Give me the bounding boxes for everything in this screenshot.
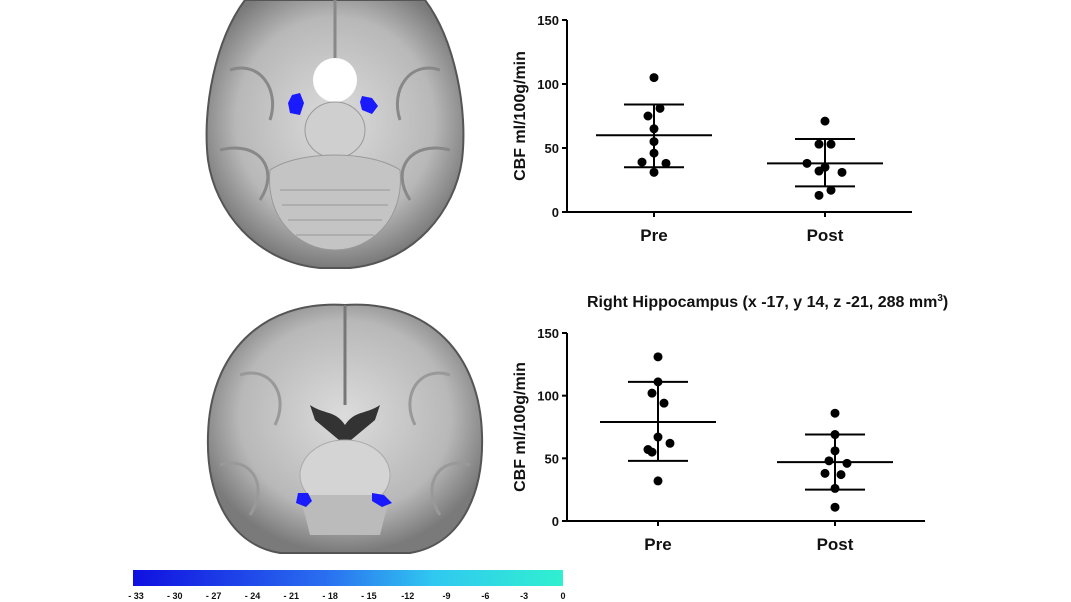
data-point <box>649 148 659 158</box>
data-point <box>653 352 663 362</box>
data-point <box>830 502 840 512</box>
colorbar-tick-label: -6 <box>481 591 490 601</box>
colorbar-tick-label: -9 <box>442 591 451 601</box>
axial-brain-slice <box>205 0 465 269</box>
data-point <box>814 166 824 176</box>
y-tick-label: 0 <box>552 205 559 220</box>
coronal-brain-slice <box>206 303 484 554</box>
data-point <box>830 430 840 440</box>
x-tick-label: Post <box>817 535 854 554</box>
data-point <box>830 408 840 418</box>
data-point <box>647 447 657 457</box>
x-tick-label: Pre <box>644 535 671 554</box>
data-point <box>653 377 663 387</box>
data-point <box>814 139 824 149</box>
y-axis-label: CBF ml/100g/min <box>512 362 529 492</box>
colorbar-tick-label: -12 <box>401 591 415 601</box>
colorbar-tick-label: - 15 <box>361 591 377 601</box>
colorbar-tick-label: -3 <box>520 591 529 601</box>
cluster-left <box>296 493 312 507</box>
chart-title: Right Hippocampus (x -17, y 14, z -21, 2… <box>587 293 948 311</box>
data-point <box>659 398 669 408</box>
data-point <box>653 432 663 442</box>
data-point <box>814 190 824 200</box>
colorbar-tick-label: - 27 <box>205 591 222 601</box>
data-point <box>653 476 663 486</box>
y-tick-label: 100 <box>537 389 559 404</box>
data-point <box>649 137 659 147</box>
data-point <box>649 167 659 177</box>
data-point <box>661 158 671 168</box>
data-point <box>665 438 675 448</box>
data-point <box>830 483 840 493</box>
data-point <box>649 73 659 83</box>
data-point <box>820 116 830 126</box>
chart-right-hippocampus: Right Hippocampus (x -17, y 14, z -21, 2… <box>512 293 948 554</box>
y-tick-label: 50 <box>545 451 559 466</box>
data-point <box>824 456 834 466</box>
y-axis-label: CBF ml/100g/min <box>512 51 529 181</box>
colorbar-tick-label: - 21 <box>283 591 300 601</box>
cluster-right <box>360 96 378 114</box>
cluster-right <box>372 493 392 507</box>
data-point <box>820 468 830 478</box>
colorbar-tick-label: - 24 <box>244 591 261 601</box>
data-point <box>802 158 812 168</box>
y-tick-label: 150 <box>537 13 559 28</box>
data-point <box>637 157 647 167</box>
colorbar-tick-label: - 33 <box>128 591 144 601</box>
y-tick-label: 150 <box>537 326 559 341</box>
data-point <box>836 470 846 480</box>
x-tick-label: Pre <box>640 226 667 245</box>
y-tick-label: 0 <box>552 514 559 529</box>
data-point <box>826 139 836 149</box>
colorbar-tick-label: 0 <box>560 591 566 601</box>
data-point <box>830 446 840 456</box>
colorbar <box>133 570 563 586</box>
data-point <box>643 111 653 121</box>
cluster-left <box>288 93 304 115</box>
data-point <box>649 124 659 134</box>
data-point <box>655 103 665 113</box>
data-point <box>647 388 657 398</box>
colorbar-tick-label: - 30 <box>167 591 183 601</box>
x-tick-label: Post <box>807 226 844 245</box>
colorbar-tick-label: - 18 <box>322 591 338 601</box>
data-point <box>826 185 836 195</box>
data-point <box>837 167 847 177</box>
y-tick-label: 50 <box>545 141 559 156</box>
data-point <box>842 458 852 468</box>
chart-top: 0 50 100 150 CBF ml/100g/min Pre Post <box>512 13 912 245</box>
y-tick-label: 100 <box>537 77 559 92</box>
